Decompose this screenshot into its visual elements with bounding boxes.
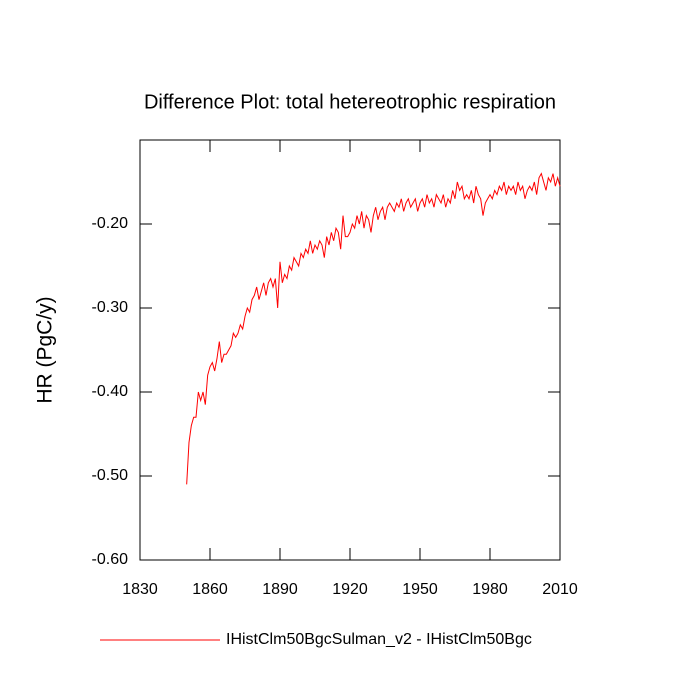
legend-label: IHistClm50BgcSulman_v2 - IHistClm50Bgc [226,631,532,648]
y-tick-label: -0.40 [92,383,129,400]
x-tick-label: 1950 [402,581,438,598]
chart-title: Difference Plot: total hetereotrophic re… [144,91,556,113]
y-tick-label: -0.20 [92,215,129,232]
y-tick-label: -0.50 [92,467,129,484]
x-tick-label: 1860 [192,581,228,598]
plot-frame [139,139,561,561]
y-tick-label: -0.30 [92,299,129,316]
x-tick-label: 1830 [122,581,158,598]
x-tick-label: 1890 [262,581,298,598]
y-tick-label: -0.60 [92,551,129,568]
x-tick-label: 1980 [472,581,508,598]
x-tick-label: 1920 [332,581,368,598]
line-series [186,172,561,485]
x-tick-label: 2010 [542,581,578,598]
y-axis-label: HR (PgC/y) [34,296,57,403]
